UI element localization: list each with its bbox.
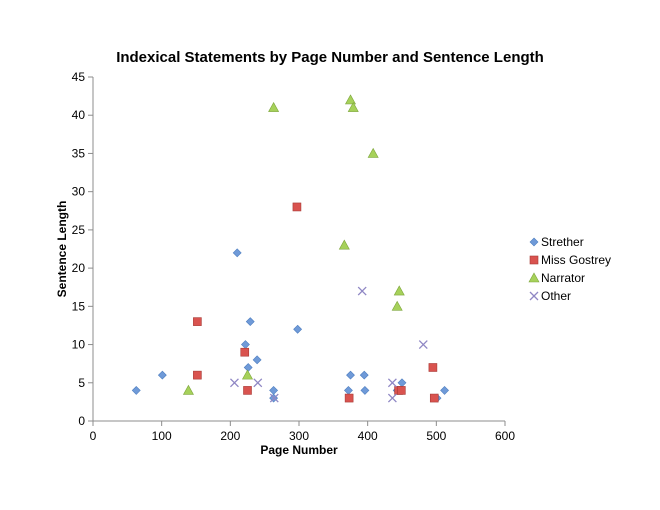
data-point	[243, 363, 253, 372]
legend-marker	[528, 272, 540, 283]
legend-item: Miss Gostrey	[529, 253, 611, 267]
data-point	[293, 324, 303, 334]
data-point	[232, 248, 242, 258]
y-tick-label: 0	[78, 414, 85, 428]
legend-label: Miss Gostrey	[541, 253, 611, 267]
data-point	[268, 101, 280, 112]
data-point	[393, 285, 405, 296]
data-point	[357, 286, 367, 296]
data-point	[359, 370, 369, 380]
data-point	[440, 385, 449, 395]
data-point	[245, 317, 255, 327]
x-tick-label: 0	[90, 429, 97, 443]
data-point	[338, 239, 350, 250]
data-point	[193, 317, 202, 326]
y-ticks: 0 5 10 15 20 25 30 35 40 45	[72, 70, 93, 428]
data-point	[347, 101, 359, 112]
data-point	[240, 347, 250, 357]
data-point	[253, 378, 263, 388]
data-point	[360, 385, 370, 395]
data-point	[243, 386, 252, 395]
data-point	[387, 378, 397, 388]
legend-item: Other	[529, 289, 571, 303]
y-tick-label: 15	[72, 299, 86, 313]
plot-points	[131, 94, 449, 403]
legend-marker	[529, 255, 539, 265]
x-ticks: 0 100 200 300 400 500 600	[90, 421, 515, 443]
y-axis-label: Sentence Length	[55, 201, 69, 298]
data-point	[292, 202, 302, 212]
data-point	[252, 355, 262, 365]
x-tick-label: 400	[358, 429, 378, 443]
data-point	[344, 385, 353, 395]
data-point	[367, 147, 379, 158]
x-tick-label: 500	[426, 429, 446, 443]
series-miss-gostrey	[193, 202, 439, 403]
y-tick-label: 40	[72, 108, 86, 122]
data-point	[269, 393, 279, 403]
data-point	[344, 393, 354, 403]
y-tick-label: 5	[78, 376, 85, 390]
x-tick-label: 300	[289, 429, 309, 443]
legend-marker	[529, 291, 539, 301]
data-point	[428, 363, 438, 372]
data-point	[418, 340, 428, 350]
data-point	[397, 386, 406, 395]
axes	[92, 77, 505, 422]
data-point	[387, 393, 397, 403]
y-tick-label: 45	[72, 70, 86, 84]
x-axis-label: Page Number	[260, 443, 338, 457]
x-tick-label: 100	[152, 429, 172, 443]
series-narrator	[182, 94, 405, 395]
data-point	[269, 385, 279, 395]
y-tick-label: 20	[72, 261, 86, 275]
legend-item: Strether	[529, 235, 584, 249]
y-tick-label: 25	[72, 223, 86, 237]
series-strether	[131, 248, 449, 403]
data-point	[241, 340, 250, 349]
legend-label: Narrator	[541, 271, 585, 285]
data-point	[429, 393, 439, 403]
data-point	[397, 378, 407, 388]
data-point	[391, 300, 403, 311]
legend: Strether Miss Gostrey Narrator Other	[528, 235, 611, 303]
y-tick-label: 30	[72, 185, 86, 199]
y-tick-label: 10	[72, 338, 86, 352]
series-other	[229, 286, 428, 403]
data-point	[229, 378, 239, 388]
legend-label: Strether	[541, 235, 584, 249]
x-tick-label: 600	[495, 429, 515, 443]
data-point	[241, 369, 254, 380]
legend-label: Other	[541, 289, 571, 303]
y-tick-label: 35	[72, 146, 86, 160]
data-point	[131, 385, 141, 395]
data-point	[182, 384, 194, 395]
data-point	[157, 370, 167, 380]
data-point	[193, 370, 202, 380]
chart-title: Indexical Statements by Page Number and …	[116, 49, 544, 66]
data-point	[344, 94, 357, 105]
data-point	[346, 370, 355, 380]
legend-marker	[529, 237, 539, 247]
x-tick-label: 200	[220, 429, 240, 443]
legend-item: Narrator	[528, 271, 585, 285]
